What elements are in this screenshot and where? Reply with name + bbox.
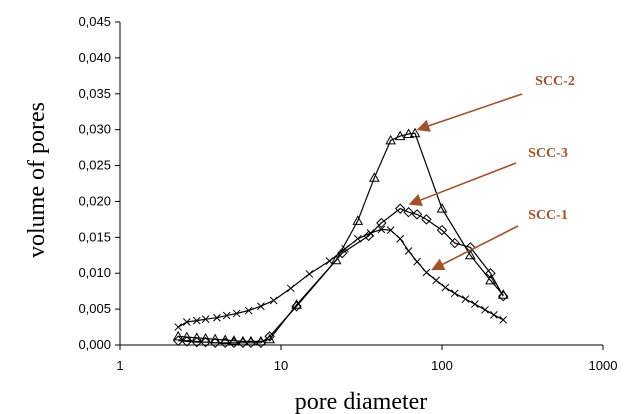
- y-axis-title: volume of pores: [24, 102, 50, 258]
- data-point: [461, 295, 470, 303]
- data-point: [286, 284, 295, 293]
- data-point: [422, 268, 431, 277]
- series-line-scc-2: [178, 132, 504, 342]
- data-point: [200, 336, 211, 348]
- data-point: [481, 305, 489, 314]
- data-point: [191, 332, 203, 342]
- data-point: [245, 337, 257, 349]
- annotation-arrow: [431, 225, 519, 271]
- data-point: [409, 127, 421, 138]
- data-point: [432, 276, 441, 285]
- data-point: [436, 224, 448, 236]
- x-axis-title: pore diameter: [295, 389, 428, 414]
- annotation-label: SCC-3: [528, 146, 568, 161]
- y-ticks: 0,000 0,005 0,010 0,015 0,020 0,025 0,030 0,035…: [78, 14, 120, 352]
- series-line-scc-1: [177, 228, 504, 328]
- data-point: [352, 215, 364, 225]
- data-point: [394, 203, 406, 214]
- series-scc-3: [173, 203, 509, 349]
- data-point: [404, 247, 413, 255]
- data-point: [485, 268, 496, 279]
- y-tick-label: 0,020: [78, 193, 111, 208]
- data-point: [485, 274, 496, 285]
- data-point: [172, 330, 184, 341]
- x-ticks: 1 10 100 1000: [116, 345, 617, 373]
- data-point: [181, 331, 193, 342]
- data-point: [181, 336, 193, 347]
- data-point: [182, 318, 191, 326]
- data-point: [219, 334, 231, 344]
- data-point: [201, 315, 210, 324]
- y-tick-label: 0,005: [78, 301, 111, 316]
- y-tick-label: 0,000: [78, 337, 111, 352]
- data-point: [192, 316, 201, 325]
- data-point: [337, 247, 348, 259]
- data-point: [237, 337, 249, 349]
- data-point: [174, 323, 183, 331]
- data-point: [269, 296, 278, 305]
- annotation-label: SCC-1: [528, 208, 568, 223]
- annotation-arrow: [408, 162, 517, 206]
- data-point: [257, 302, 265, 311]
- y-tick-label: 0,030: [78, 122, 111, 137]
- data-point: [222, 311, 231, 320]
- data-point: [490, 310, 498, 319]
- data-point: [209, 337, 221, 349]
- data-point: [244, 306, 253, 315]
- data-point: [411, 209, 423, 220]
- data-point: [385, 134, 397, 145]
- x-tick-label: 1: [116, 358, 123, 373]
- data-point: [413, 257, 421, 266]
- data-point: [386, 226, 395, 235]
- data-point: [341, 244, 349, 253]
- y-tick-label: 0,010: [78, 265, 111, 280]
- series-scc-1: [174, 225, 508, 331]
- y-tick-label: 0,045: [78, 14, 111, 29]
- annotation-arrow: [416, 93, 523, 132]
- x-tick-label: 10: [274, 358, 288, 373]
- data-point: [450, 289, 459, 298]
- data-point: [264, 331, 275, 342]
- data-point: [291, 301, 302, 312]
- data-point: [465, 242, 476, 253]
- data-point: [305, 270, 314, 278]
- data-point: [421, 214, 432, 225]
- x-tick-label: 100: [431, 358, 453, 373]
- data-point: [191, 336, 203, 348]
- y-tick-label: 0,015: [78, 229, 111, 244]
- data-point: [173, 335, 184, 346]
- data-point: [213, 313, 221, 322]
- data-point: [219, 337, 231, 349]
- data-point: [330, 254, 342, 265]
- y-tick-label: 0,025: [78, 158, 111, 173]
- data-point: [228, 337, 240, 349]
- data-point: [368, 172, 380, 182]
- data-point: [255, 337, 267, 349]
- data-point: [363, 230, 374, 242]
- data-point: [449, 237, 460, 249]
- x-tick-label: 1000: [589, 358, 618, 373]
- series-layer: [172, 127, 509, 349]
- y-tick-label: 0,040: [78, 50, 111, 65]
- data-point: [403, 207, 414, 218]
- data-point: [436, 203, 448, 213]
- data-point: [464, 249, 476, 260]
- data-point: [376, 217, 387, 229]
- annotation-layer: SCC-2 SCC-3 SCC-1: [408, 74, 575, 271]
- annotation-label: SCC-2: [535, 74, 575, 89]
- y-tick-label: 0,035: [78, 86, 111, 101]
- data-point: [403, 128, 414, 138]
- data-point: [499, 316, 508, 324]
- data-point: [232, 309, 241, 318]
- data-point: [394, 130, 406, 141]
- data-point: [498, 290, 509, 302]
- data-point: [396, 234, 405, 243]
- axes: [119, 22, 603, 346]
- data-point: [471, 300, 479, 308]
- data-point: [377, 225, 386, 234]
- series-scc-2: [172, 127, 509, 346]
- data-point: [441, 283, 450, 292]
